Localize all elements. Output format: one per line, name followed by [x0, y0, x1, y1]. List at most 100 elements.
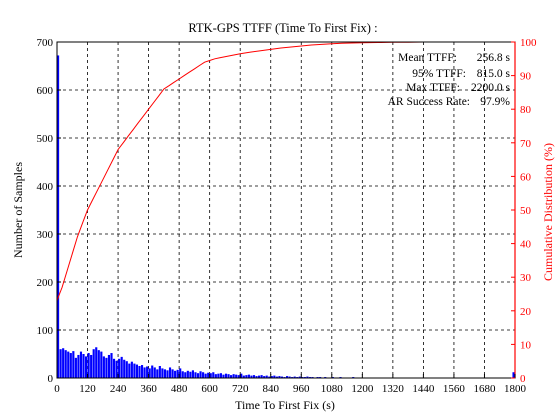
ar-success-rate-label: AR Success Rate: — [388, 96, 470, 108]
histogram-bar — [151, 365, 154, 378]
histogram-bar — [90, 354, 93, 378]
histogram-bar — [97, 350, 100, 378]
x-tick-label: 840 — [262, 383, 279, 395]
histogram-bar — [100, 351, 103, 378]
x-tick-label: 720 — [232, 383, 249, 395]
y-tick-label: 700 — [37, 37, 54, 49]
histogram-bar — [288, 376, 291, 378]
histogram-bar — [270, 376, 273, 378]
x-tick-label: 1200 — [351, 383, 374, 395]
histogram-bar — [230, 375, 233, 378]
y-tick-label: 600 — [37, 85, 54, 97]
p95-ttff-label: 95% TTFF: — [412, 68, 466, 80]
y2-tick-label: 100 — [520, 37, 537, 49]
histogram-bar — [181, 371, 184, 378]
histogram-bar — [298, 376, 301, 378]
histogram-bar — [130, 361, 133, 378]
y2-tick-label: 70 — [520, 138, 532, 150]
x-tick-label: 360 — [140, 383, 157, 395]
histogram-bar — [214, 374, 217, 378]
histogram-bar — [67, 351, 70, 378]
y2-axis-label: Cumulative Distribution (%) — [541, 143, 555, 281]
histogram-bar — [293, 376, 296, 378]
histogram-bar — [64, 350, 67, 378]
histogram-bar — [143, 367, 146, 378]
histogram-bar — [118, 358, 121, 378]
histogram-bar — [194, 372, 197, 378]
histogram-bar — [133, 363, 136, 378]
y-tick-label: 300 — [37, 229, 54, 241]
histogram-bar — [161, 368, 164, 378]
stats-annotations: Mean TTFF: 256.8 s 95% TTFF: 815.0 s Max… — [388, 52, 511, 108]
x-axis-ticks: 0 120 240 360 480 600 720 840 960 1080 1200 1320 144… — [54, 374, 527, 395]
histogram-bar — [74, 357, 77, 378]
histogram-bar — [59, 349, 62, 378]
y-axis-label: Number of Samples — [11, 162, 25, 258]
histogram-bar — [95, 347, 98, 378]
histogram-bar — [156, 369, 159, 378]
histogram-bar — [184, 372, 187, 378]
y2-tick-label: 0 — [520, 373, 526, 385]
y2-tick-label: 90 — [520, 71, 532, 83]
histogram-bar — [125, 361, 128, 378]
histogram-bar — [278, 376, 281, 378]
histogram-bar — [84, 356, 88, 378]
chart-title: RTK-GPS TTFF (Time To First Fix) : — [188, 21, 377, 35]
y2-tick-label: 80 — [520, 104, 532, 116]
max-ttff-label: Max TTFF: — [406, 82, 460, 94]
histogram-bar — [87, 353, 90, 378]
histogram-bar — [199, 371, 202, 378]
histogram-bar — [280, 376, 284, 378]
histogram-bar — [286, 376, 289, 378]
histogram-bar — [204, 373, 207, 378]
x-tick-label: 960 — [293, 383, 310, 395]
histogram-bar — [217, 373, 220, 378]
histogram-bar — [107, 354, 111, 378]
histogram-bar — [196, 373, 200, 378]
histogram-bar — [237, 375, 240, 378]
y-tick-label: 200 — [37, 277, 54, 289]
x-tick-label: 240 — [110, 383, 127, 395]
histogram-bar — [128, 363, 131, 378]
x-tick-label: 1440 — [412, 383, 435, 395]
mean-ttff-label: Mean TTFF: — [398, 52, 457, 64]
histogram-bar — [227, 374, 230, 378]
x-tick-label: 120 — [79, 383, 96, 395]
histogram-bar — [79, 351, 83, 378]
histogram-bar — [110, 353, 113, 378]
histogram-bar — [176, 369, 179, 378]
histogram-bar — [140, 365, 144, 378]
histogram-bar — [158, 366, 161, 378]
histogram-bar — [174, 370, 177, 378]
histogram-bar — [153, 367, 156, 378]
x-tick-label: 1800 — [504, 383, 527, 395]
histogram-bar — [102, 356, 105, 378]
histogram-bar — [252, 375, 256, 378]
x-tick-label: 1080 — [321, 383, 344, 395]
y-axis-ticks: 0 100 200 300 400 500 600 700 — [37, 37, 61, 385]
histogram-bar — [209, 373, 212, 378]
histogram-bar — [240, 373, 243, 378]
histogram-bar — [123, 359, 126, 378]
histogram-bar — [166, 370, 169, 378]
histogram-bar — [255, 376, 258, 378]
histogram-bar — [179, 368, 182, 378]
histogram-bar — [105, 357, 108, 378]
y2-tick-label: 50 — [520, 205, 532, 217]
histogram-bar — [202, 372, 205, 378]
histogram-bar — [273, 375, 276, 378]
y2-tick-label: 60 — [520, 171, 532, 183]
histogram-bar — [115, 360, 118, 378]
histogram-bar — [191, 370, 194, 378]
histogram-bar — [260, 375, 263, 378]
histogram-bar — [268, 376, 271, 378]
histogram-bar — [512, 372, 515, 378]
histogram-bar — [148, 368, 151, 378]
mean-ttff-value: 256.8 s — [477, 52, 511, 64]
histogram-bar — [207, 372, 210, 378]
histogram-bar — [69, 353, 72, 378]
histogram-bar — [120, 356, 123, 378]
histogram-bar — [163, 369, 167, 378]
histogram-bar — [82, 354, 85, 378]
